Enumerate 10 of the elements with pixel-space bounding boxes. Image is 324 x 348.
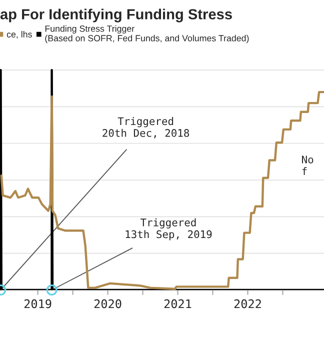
annotation: No f xyxy=(302,156,314,176)
x-tick-label: 2021 xyxy=(164,299,192,308)
x-tick-label: 2019 xyxy=(24,299,52,308)
legend-label: ce, lhs xyxy=(6,30,32,39)
x-tick-label: 2020 xyxy=(94,299,122,308)
annotation: Triggered 20th Dec, 2018 xyxy=(102,117,190,138)
annotation: Triggered 13th Sep, 2019 xyxy=(126,218,212,240)
x-tick-label: 2022 xyxy=(234,299,261,308)
chart-title: ap For Identifying Funding Stress xyxy=(0,8,232,22)
legend-label: Funding Stress Trigger (Based on SOFR, Fed Funds, and Volumes Traded) xyxy=(45,25,249,44)
